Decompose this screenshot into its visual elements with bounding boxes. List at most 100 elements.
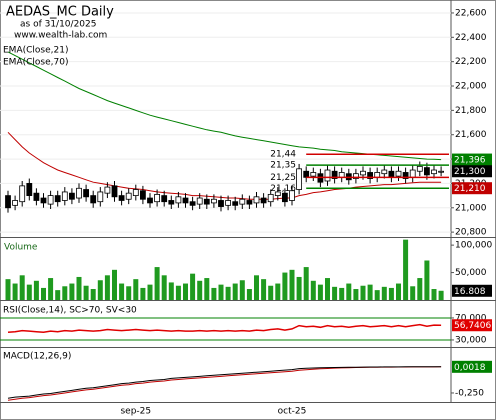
bar <box>417 278 423 300</box>
candle-body <box>381 169 388 175</box>
bar <box>26 284 32 300</box>
candle-body <box>147 197 153 204</box>
candle-body <box>111 185 118 198</box>
bar <box>168 282 174 300</box>
bar <box>19 275 25 300</box>
bar <box>97 280 103 300</box>
line <box>7 131 442 200</box>
pane-title: MACD(12,26,9) <box>3 352 71 362</box>
bar <box>367 284 373 300</box>
bar <box>246 289 252 300</box>
bar <box>175 285 181 300</box>
candle-body <box>33 192 40 201</box>
value-box <box>452 165 492 178</box>
candle-body <box>168 200 175 205</box>
candle-body <box>232 201 239 206</box>
bar <box>438 290 444 300</box>
candle-body <box>83 189 89 198</box>
value-box-label: 21,300 <box>454 167 486 177</box>
bar <box>197 280 203 300</box>
bar <box>190 273 196 300</box>
y-tick-label: 70,000 <box>455 313 487 323</box>
candle-body <box>253 196 260 204</box>
candle-body <box>402 172 409 179</box>
bar <box>41 287 46 300</box>
bar <box>112 269 117 300</box>
bar <box>374 290 380 300</box>
candle-body <box>175 196 182 204</box>
bar <box>239 280 245 300</box>
candle-body <box>61 191 68 201</box>
y-tick-label: 50,000 <box>455 268 487 278</box>
bar <box>133 279 139 300</box>
candle-body <box>189 201 196 206</box>
y-tick-label: 22,200 <box>455 57 487 67</box>
candle-body <box>289 190 295 201</box>
value-box-label: 21,396 <box>454 156 486 166</box>
candle-body <box>331 170 338 179</box>
bar <box>381 286 387 300</box>
line <box>7 366 442 399</box>
candle-body <box>260 197 267 204</box>
subtitle: as of 31/10/2025 <box>20 20 96 30</box>
level-label: 21,25 <box>270 173 296 183</box>
bar <box>353 289 359 300</box>
candle-body <box>423 167 430 176</box>
candle-body <box>19 185 26 203</box>
candle-body <box>125 192 132 200</box>
bar <box>154 267 160 300</box>
bar <box>140 287 146 300</box>
bar <box>5 279 11 300</box>
bar <box>12 283 18 300</box>
value-box-label: 16.808 <box>454 287 486 297</box>
value-box <box>452 182 492 195</box>
y-tick-label: 22,600 <box>455 8 487 18</box>
value-box <box>452 319 492 332</box>
bar <box>261 279 267 300</box>
bar <box>410 286 416 300</box>
chart-title: AEDAS_MC Daily <box>6 5 114 20</box>
bar <box>218 284 224 300</box>
candle-body <box>360 170 366 176</box>
candle-body <box>438 170 445 173</box>
y-tick-label: -0,250 <box>455 388 484 398</box>
legend-entry: EMA(Close,70) <box>3 58 68 68</box>
candle-body <box>324 169 331 182</box>
bar <box>254 275 259 300</box>
candle-body <box>40 197 47 204</box>
bar <box>90 289 96 300</box>
bar <box>268 285 274 300</box>
bar <box>48 278 54 300</box>
bar <box>161 275 167 300</box>
bar <box>55 290 61 300</box>
candle-body <box>388 170 395 178</box>
candle-body <box>225 200 232 206</box>
bar <box>317 284 323 300</box>
candle-body <box>352 173 359 179</box>
candle-body <box>281 192 288 203</box>
bar <box>126 286 132 300</box>
bar <box>360 285 366 300</box>
line <box>7 323 442 334</box>
candle-body <box>12 200 19 206</box>
bar <box>396 283 401 300</box>
x-tick-label: oct-25 <box>278 407 307 417</box>
candle-body <box>5 195 11 209</box>
candle-body <box>26 183 33 197</box>
bar <box>346 283 352 300</box>
candle-body <box>431 169 437 175</box>
candle-body <box>54 195 61 203</box>
value-box-label: 56,7406 <box>454 321 491 331</box>
candle-body <box>47 195 54 205</box>
value-box <box>452 153 492 166</box>
bar <box>183 283 188 300</box>
bar <box>232 283 238 300</box>
y-tick-label: 21,000 <box>455 203 487 213</box>
y-tick-label: 21,800 <box>455 106 487 116</box>
candle-body <box>97 191 104 203</box>
bar <box>225 286 231 300</box>
y-tick-label: 22,400 <box>455 33 487 43</box>
bar <box>303 267 309 300</box>
bar <box>204 278 210 300</box>
